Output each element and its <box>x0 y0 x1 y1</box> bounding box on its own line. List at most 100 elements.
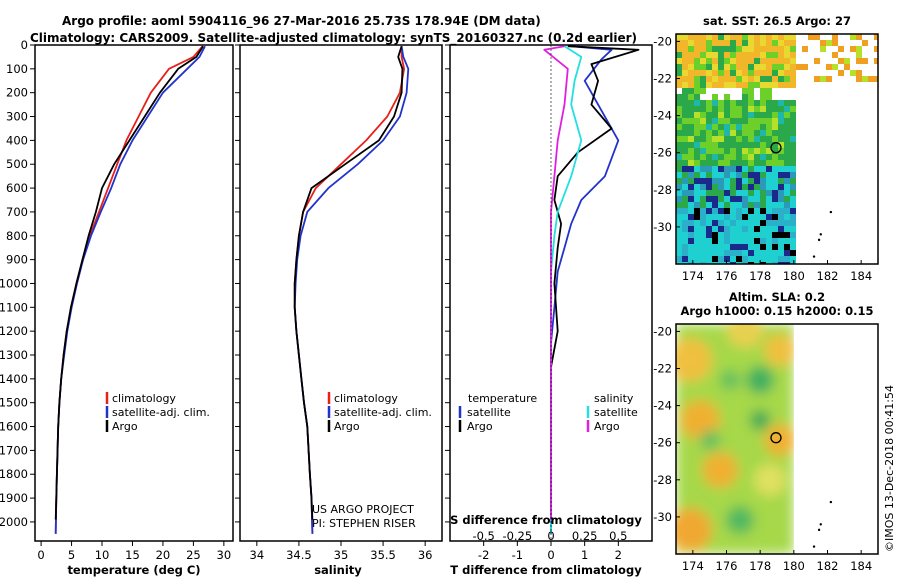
sst-pixel <box>682 88 688 94</box>
sst-pixel <box>724 82 730 88</box>
sst-pixel <box>676 262 682 264</box>
sst-pixel <box>784 238 790 244</box>
sst-pixel <box>784 106 790 112</box>
sst-pixel <box>712 160 718 166</box>
sst-pixel <box>730 148 736 154</box>
sst-pixel <box>778 262 784 264</box>
sst-pixel <box>742 94 748 100</box>
sst-pixel <box>766 142 772 148</box>
sst-pixel <box>748 238 754 244</box>
sst-pixel <box>706 208 712 214</box>
sst-pixel <box>688 94 694 100</box>
sst-pixel <box>784 52 790 58</box>
sst-pixel <box>712 106 718 112</box>
sst-pixel <box>676 190 682 196</box>
sst-pixel <box>742 136 748 142</box>
island-dot <box>829 500 833 504</box>
sst-pixel <box>778 88 784 94</box>
sst-pixel <box>682 142 688 148</box>
sst-pixel <box>736 202 742 208</box>
sst-pixel <box>730 142 736 148</box>
sst-pixel <box>730 256 736 262</box>
sst-pixel <box>784 172 790 178</box>
sst-pixel <box>730 262 736 264</box>
sst-pixel <box>694 130 700 136</box>
sst-pixel <box>772 238 778 244</box>
x-tick-label: 20 <box>156 548 171 562</box>
sst-pixel <box>676 160 682 166</box>
sst-pixel <box>712 142 718 148</box>
sst-pixel <box>676 232 682 238</box>
sst-pixel <box>730 214 736 220</box>
sst-pixel <box>688 178 694 184</box>
sst-pixel <box>766 148 772 154</box>
island-dot <box>812 255 816 258</box>
sst-pixel <box>754 124 760 130</box>
temperature-xlabel: temperature (deg C) <box>67 563 200 577</box>
sst-pixel <box>700 34 706 40</box>
sst-pixel <box>682 232 688 238</box>
sst-pixel <box>676 238 682 244</box>
sst-pixel <box>688 46 694 52</box>
sst-pixel <box>742 52 748 58</box>
sst-pixel <box>760 172 766 178</box>
depth-tick-label: 100 <box>6 62 28 76</box>
sst-pixel <box>682 34 688 40</box>
depth-tick-label: 600 <box>6 181 28 195</box>
sst-pixel <box>784 100 790 106</box>
sst-pixel <box>760 130 766 136</box>
sst-pixel <box>778 172 784 178</box>
depth-tick-label: 1800 <box>0 467 28 481</box>
sst-pixel <box>694 82 700 88</box>
map-x-tick-label: 174 <box>682 269 704 283</box>
sst-pixel <box>748 172 754 178</box>
sst-pixel <box>790 196 796 202</box>
sst-pixel <box>748 184 754 190</box>
sst-pixel <box>772 256 778 262</box>
sst-pixel <box>778 124 784 130</box>
sst-pixel <box>676 100 682 106</box>
sst-pixel <box>760 34 766 40</box>
sst-pixel <box>736 262 742 264</box>
sst-pixel <box>736 118 742 124</box>
sst-pixel <box>730 220 736 226</box>
sst-pixel <box>760 124 766 130</box>
sst-pixel <box>706 256 712 262</box>
salinity-legend: climatology satellite-adj. clim. Argo <box>327 392 432 433</box>
sst-pixel <box>748 208 754 214</box>
sst-pixel <box>694 226 700 232</box>
sst-pixel <box>754 130 760 136</box>
sst-pixel <box>712 46 718 52</box>
sst-pixel <box>724 178 730 184</box>
sst-pixel <box>772 250 778 256</box>
sst-pixel <box>700 106 706 112</box>
sst-pixel <box>778 160 784 166</box>
sst-pixel <box>742 112 748 118</box>
sst-pixel <box>694 244 700 250</box>
sst-pixel <box>754 148 760 154</box>
depth-tick-label: 500 <box>6 157 28 171</box>
sst-pixel <box>730 184 736 190</box>
sst-pixel <box>754 154 760 160</box>
sst-pixel <box>772 262 778 264</box>
depth-tick-label: 1500 <box>0 396 28 410</box>
sst-pixel <box>778 256 784 262</box>
sst-pixel <box>724 142 730 148</box>
sst-pixel <box>766 184 772 190</box>
sst-pixel <box>730 196 736 202</box>
sla-blob <box>746 366 774 394</box>
sst-pixel <box>784 232 790 238</box>
sst-pixel <box>784 184 790 190</box>
sst-pixel <box>676 166 682 172</box>
sst-pixel <box>760 244 766 250</box>
island-dot <box>817 528 821 532</box>
sst-pixel <box>766 178 772 184</box>
sst-pixel <box>826 40 832 46</box>
sst-pixel <box>760 232 766 238</box>
sst-pixel <box>688 238 694 244</box>
sst-pixel <box>778 148 784 154</box>
sst-pixel <box>772 106 778 112</box>
sst-pixel <box>772 82 778 88</box>
sst-pixel <box>748 142 754 148</box>
sst-pixel <box>766 40 772 46</box>
